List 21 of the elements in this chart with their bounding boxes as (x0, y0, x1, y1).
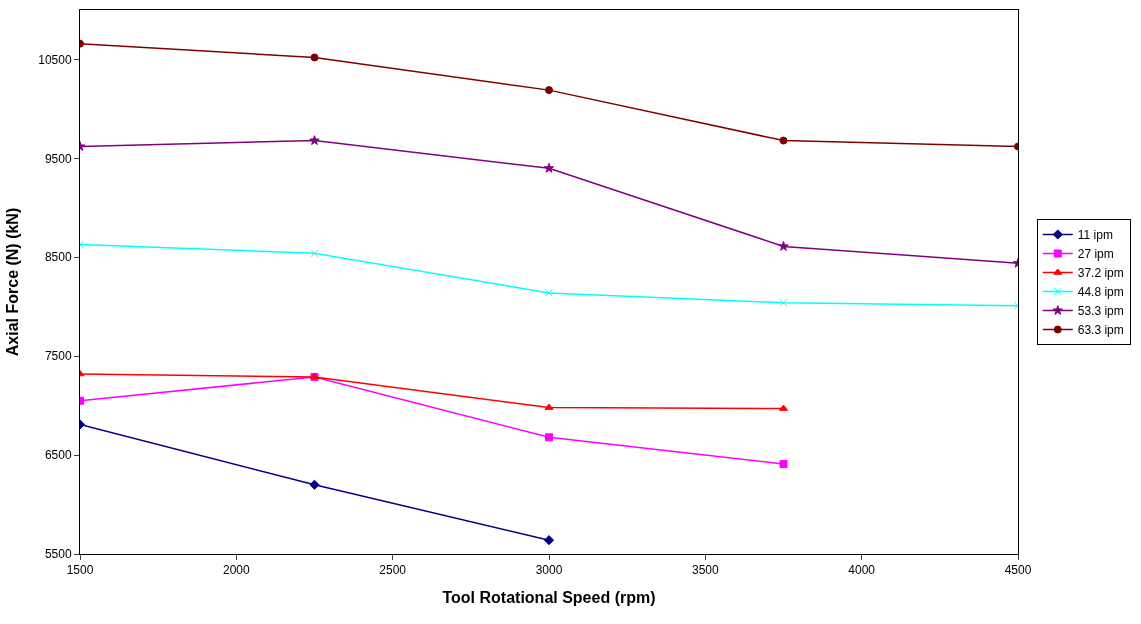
x-tick-label: 4000 (848, 563, 876, 578)
legend-label: 11 ipm (1077, 228, 1113, 243)
y-tick-label: 7500 (44, 349, 72, 364)
x-tick-label: 3000 (535, 563, 563, 578)
x-tick-label: 2500 (379, 563, 407, 578)
legend-label: 44.8 ipm (1077, 285, 1124, 300)
y-axis-title: Axial Force (N) (kN) (4, 207, 22, 357)
x-tick-label: 3500 (691, 563, 719, 578)
legend-label: 37.2 ipm (1077, 266, 1124, 281)
y-tick-label: 6500 (44, 448, 72, 463)
y-tick-label: 8500 (44, 250, 72, 265)
legend-label: 53.3 ipm (1077, 304, 1124, 319)
x-tick-label: 2000 (222, 563, 250, 578)
y-tick-label: 5500 (44, 547, 72, 562)
x-tick-label: 1500 (66, 563, 94, 578)
y-tick-label: 10500 (38, 52, 72, 67)
legend-label: 27 ipm (1077, 247, 1114, 262)
x-tick-label: 4500 (1004, 563, 1032, 578)
legend-label: 63.3 ipm (1077, 323, 1124, 338)
y-tick-label: 9500 (44, 151, 72, 166)
x-axis-title: Tool Rotational Speed (rpm) (442, 589, 656, 607)
